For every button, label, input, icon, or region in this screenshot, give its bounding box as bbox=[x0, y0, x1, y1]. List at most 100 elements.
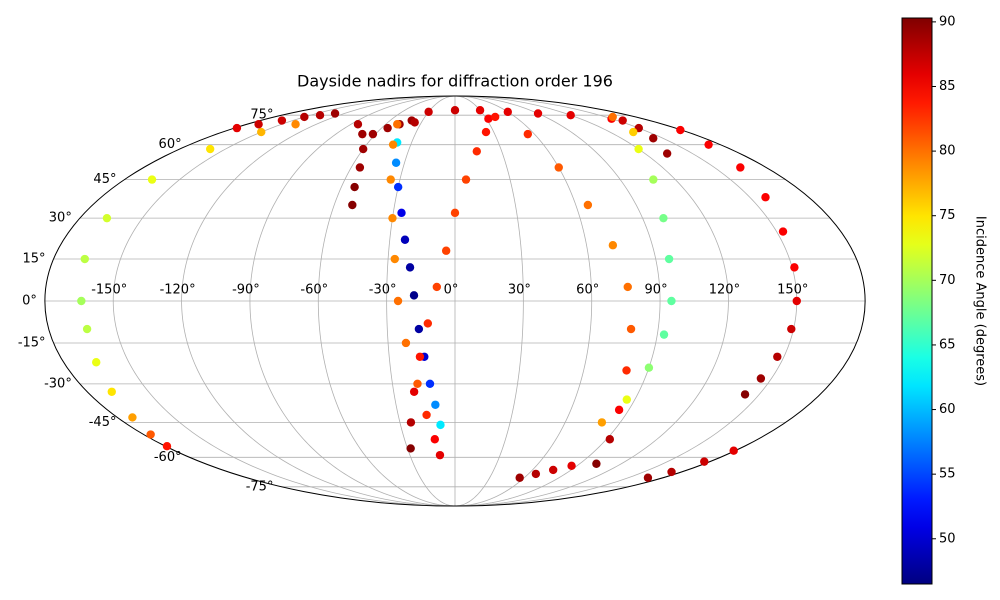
x-tick-label: -120° bbox=[160, 283, 196, 298]
data-point bbox=[348, 200, 357, 210]
data-point bbox=[548, 465, 558, 475]
data-point bbox=[756, 374, 766, 383]
data-point bbox=[475, 106, 485, 115]
data-point bbox=[567, 461, 576, 471]
data-point bbox=[393, 120, 402, 129]
data-point bbox=[787, 324, 796, 334]
colorbar-tick-label: 90 bbox=[939, 14, 956, 29]
data-point bbox=[729, 446, 738, 455]
data-point bbox=[358, 144, 368, 154]
y-tick-label: -15° bbox=[18, 335, 46, 350]
x-tick-label: -90° bbox=[232, 283, 260, 298]
data-point bbox=[623, 282, 632, 292]
data-point bbox=[618, 116, 627, 125]
x-tick-label: -150° bbox=[91, 283, 127, 298]
data-point bbox=[315, 111, 325, 120]
data-point bbox=[390, 254, 399, 264]
data-point bbox=[626, 324, 636, 334]
x-tick-label: 0° bbox=[444, 283, 459, 298]
data-point bbox=[424, 107, 433, 117]
data-point bbox=[388, 140, 398, 149]
data-point bbox=[644, 363, 654, 372]
data-point bbox=[383, 123, 392, 133]
data-point bbox=[597, 418, 607, 427]
data-point bbox=[358, 129, 367, 139]
chart-title: Dayside nadirs for diffraction order 196 bbox=[297, 72, 613, 91]
data-point bbox=[423, 319, 433, 328]
x-tick-label: 120° bbox=[709, 283, 740, 298]
data-point bbox=[583, 200, 593, 210]
x-tick-label: 60° bbox=[576, 283, 599, 298]
data-point bbox=[592, 459, 601, 468]
y-tick-label: -60° bbox=[154, 450, 182, 465]
x-tick-label: -30° bbox=[369, 283, 397, 298]
data-point bbox=[700, 457, 709, 466]
colorbar-tick-label: 55 bbox=[939, 467, 956, 482]
data-point bbox=[667, 467, 676, 477]
data-point bbox=[484, 114, 493, 123]
data-point bbox=[409, 387, 419, 396]
data-point bbox=[608, 241, 618, 250]
data-point bbox=[232, 123, 242, 133]
data-point bbox=[409, 291, 419, 300]
data-point bbox=[649, 175, 658, 184]
data-point bbox=[102, 213, 112, 223]
data-point bbox=[393, 296, 403, 306]
data-point bbox=[554, 163, 563, 172]
data-point bbox=[277, 116, 287, 125]
data-point bbox=[503, 107, 512, 117]
y-tick-label: 0° bbox=[22, 294, 37, 309]
y-tick-label: 75° bbox=[250, 108, 273, 123]
data-point bbox=[773, 352, 782, 361]
data-point bbox=[472, 147, 481, 156]
data-point bbox=[481, 127, 491, 137]
colorbar-tick-label: 65 bbox=[939, 337, 956, 352]
data-point bbox=[162, 441, 172, 451]
data-point bbox=[441, 246, 451, 255]
map-outline bbox=[44, 95, 866, 507]
data-point bbox=[523, 129, 533, 139]
data-point bbox=[792, 296, 801, 306]
data-point bbox=[634, 144, 643, 154]
data-point bbox=[736, 163, 745, 172]
data-point bbox=[676, 125, 685, 135]
data-point bbox=[436, 420, 445, 430]
data-point bbox=[664, 254, 674, 264]
data-point bbox=[254, 120, 263, 129]
data-point bbox=[368, 129, 378, 139]
data-point bbox=[566, 111, 575, 120]
data-point bbox=[605, 435, 615, 444]
y-tick-label: 30° bbox=[49, 211, 72, 226]
data-point bbox=[790, 263, 799, 272]
colorbar-tick-label: 80 bbox=[939, 144, 956, 159]
colorbar-tick-label: 60 bbox=[939, 402, 956, 417]
data-point bbox=[410, 118, 419, 127]
data-point bbox=[401, 338, 411, 348]
data-point bbox=[622, 366, 631, 375]
data-point bbox=[430, 435, 440, 444]
data-point bbox=[649, 134, 658, 143]
data-point bbox=[350, 182, 359, 192]
data-point bbox=[461, 175, 471, 184]
x-tick-label: 90° bbox=[645, 283, 668, 298]
colorbar-tick-label: 50 bbox=[939, 531, 956, 546]
data-point bbox=[643, 473, 653, 482]
data-point bbox=[391, 158, 401, 167]
data-point bbox=[397, 208, 406, 218]
data-point bbox=[415, 352, 425, 361]
data-point bbox=[330, 109, 340, 118]
data-point bbox=[778, 227, 788, 236]
data-point bbox=[77, 296, 86, 306]
y-tick-label: -75° bbox=[246, 479, 274, 494]
data-point bbox=[406, 444, 415, 453]
data-point bbox=[400, 235, 410, 244]
data-point bbox=[608, 112, 617, 122]
y-tick-label: 60° bbox=[159, 137, 182, 152]
y-tick-label: -45° bbox=[89, 415, 117, 430]
data-point bbox=[667, 296, 676, 306]
data-point bbox=[431, 400, 440, 409]
data-point bbox=[353, 120, 363, 129]
data-point bbox=[406, 418, 416, 427]
data-point bbox=[300, 112, 309, 122]
